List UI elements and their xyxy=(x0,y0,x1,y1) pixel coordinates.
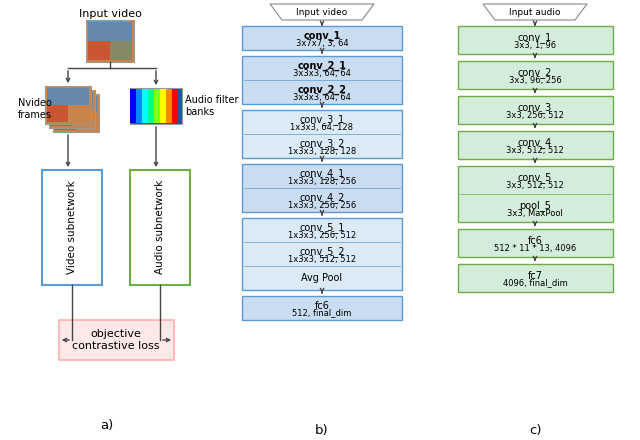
Text: 1x3x3, 64, 128: 1x3x3, 64, 128 xyxy=(291,122,353,132)
Bar xyxy=(59,320,174,360)
Text: 3x3x3, 64, 64: 3x3x3, 64, 64 xyxy=(293,69,351,77)
Bar xyxy=(154,89,160,123)
Text: conv_2_1: conv_2_1 xyxy=(298,61,346,71)
Bar xyxy=(51,109,72,126)
Bar xyxy=(130,170,190,285)
Text: 1x3x3, 128, 256: 1x3x3, 128, 256 xyxy=(288,176,356,186)
Text: 3x3x3, 64, 64: 3x3x3, 64, 64 xyxy=(293,92,351,102)
Text: conv_5_1: conv_5_1 xyxy=(300,223,345,234)
Bar xyxy=(130,89,136,123)
Bar xyxy=(86,20,134,62)
Bar xyxy=(458,61,613,89)
Text: fc7: fc7 xyxy=(527,271,543,281)
Bar xyxy=(47,105,68,122)
Bar xyxy=(51,92,93,109)
Bar xyxy=(172,89,178,123)
Text: 1x3x3, 128, 128: 1x3x3, 128, 128 xyxy=(288,147,356,155)
Text: Video subnetwork: Video subnetwork xyxy=(67,180,77,274)
Text: 512 * 11 * 13, 4096: 512 * 11 * 13, 4096 xyxy=(494,243,576,253)
Text: conv_4_2: conv_4_2 xyxy=(300,193,345,203)
Text: pool_5: pool_5 xyxy=(519,201,551,212)
Bar xyxy=(45,86,91,124)
Bar xyxy=(130,88,182,124)
Text: 3x3, MaxPool: 3x3, MaxPool xyxy=(507,209,563,217)
Bar xyxy=(110,41,132,60)
Bar xyxy=(136,89,142,123)
Text: 3x3, 512, 512: 3x3, 512, 512 xyxy=(506,180,564,190)
Bar xyxy=(242,218,402,290)
Bar xyxy=(53,94,99,132)
Text: conv_5: conv_5 xyxy=(518,172,552,183)
Text: Input audio: Input audio xyxy=(509,7,561,17)
Text: Audio subnetwork: Audio subnetwork xyxy=(155,180,165,274)
Bar xyxy=(458,131,613,159)
Text: a): a) xyxy=(100,418,114,432)
Text: 3x3, 1, 96: 3x3, 1, 96 xyxy=(514,40,556,50)
Text: c): c) xyxy=(529,423,541,436)
Bar xyxy=(242,110,402,158)
Bar xyxy=(166,89,172,123)
Text: 1x3x3, 256, 256: 1x3x3, 256, 256 xyxy=(288,201,356,209)
Bar xyxy=(242,26,402,50)
Bar xyxy=(458,96,613,124)
Text: 3x3, 256, 512: 3x3, 256, 512 xyxy=(506,110,564,120)
Bar xyxy=(55,96,97,113)
Text: conv_1: conv_1 xyxy=(518,33,552,44)
Bar xyxy=(458,264,613,292)
Text: Input video: Input video xyxy=(296,7,348,17)
Text: conv_2_2: conv_2_2 xyxy=(298,85,346,95)
Bar xyxy=(160,89,166,123)
Bar xyxy=(458,166,613,222)
Text: b): b) xyxy=(315,423,329,436)
Bar xyxy=(42,170,102,285)
Text: 512, final_dim: 512, final_dim xyxy=(292,308,352,318)
Text: objective
contrastive loss: objective contrastive loss xyxy=(72,329,160,351)
Text: conv_2: conv_2 xyxy=(518,68,552,78)
Text: conv_3_1: conv_3_1 xyxy=(300,114,344,125)
Text: conv_5_2: conv_5_2 xyxy=(300,246,345,257)
Bar xyxy=(88,22,132,41)
Bar xyxy=(242,164,402,212)
Bar xyxy=(142,89,148,123)
Text: Avg Pool: Avg Pool xyxy=(301,273,342,283)
Text: Audio filter
banks: Audio filter banks xyxy=(185,95,239,117)
Text: 3x3, 96, 256: 3x3, 96, 256 xyxy=(509,76,561,84)
Text: 1x3x3, 512, 512: 1x3x3, 512, 512 xyxy=(288,254,356,264)
Text: fc6: fc6 xyxy=(315,301,330,311)
Bar xyxy=(47,88,89,105)
Text: 3x7x7, 3, 64: 3x7x7, 3, 64 xyxy=(296,39,348,48)
Bar xyxy=(242,56,402,104)
Bar xyxy=(458,26,613,54)
Polygon shape xyxy=(270,4,374,20)
Text: 1x3x3, 256, 512: 1x3x3, 256, 512 xyxy=(288,231,356,239)
Bar xyxy=(88,41,110,60)
Bar xyxy=(49,90,95,128)
Text: Input video: Input video xyxy=(79,9,141,19)
Bar xyxy=(148,89,154,123)
Bar xyxy=(242,296,402,320)
Text: Νvideo
frames: Νvideo frames xyxy=(18,98,52,120)
Text: conv_3: conv_3 xyxy=(518,103,552,114)
Polygon shape xyxy=(483,4,587,20)
Text: conv_4_1: conv_4_1 xyxy=(300,169,344,180)
Text: conv_4: conv_4 xyxy=(518,138,552,148)
Text: fc6: fc6 xyxy=(527,236,543,246)
Bar xyxy=(55,113,76,130)
Text: conv_1: conv_1 xyxy=(303,31,340,41)
Bar xyxy=(458,229,613,257)
Text: conv_3_2: conv_3_2 xyxy=(300,139,345,150)
Text: 3x3, 512, 512: 3x3, 512, 512 xyxy=(506,146,564,154)
Text: 4096, final_dim: 4096, final_dim xyxy=(502,279,568,287)
